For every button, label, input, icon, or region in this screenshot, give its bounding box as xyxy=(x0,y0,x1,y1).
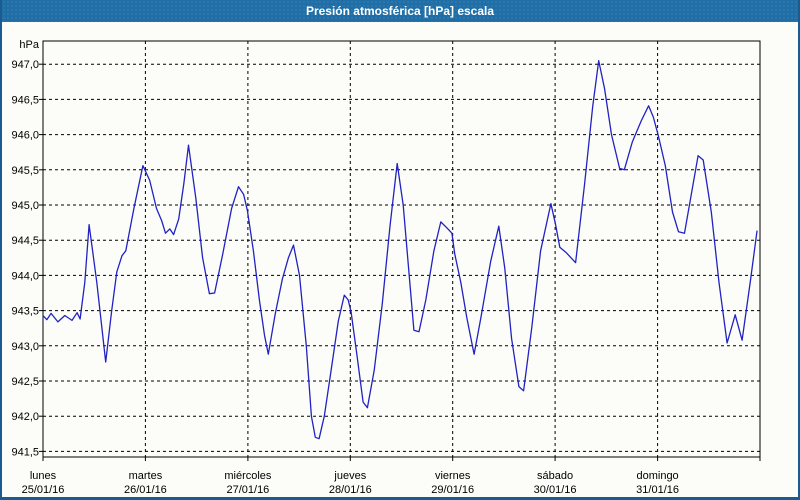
x-day-name: sábado xyxy=(537,470,573,482)
y-tick-label: 944,5 xyxy=(11,235,39,247)
x-day-date: 29/01/16 xyxy=(431,484,474,496)
y-tick-label: 945,0 xyxy=(11,200,39,212)
y-tick-label: 944,0 xyxy=(11,270,39,282)
x-day-name: martes xyxy=(129,470,163,482)
pressure-series-line xyxy=(42,60,758,440)
y-tick-label: 943,5 xyxy=(11,306,39,318)
x-day-date: 26/01/16 xyxy=(124,484,167,496)
x-day-name: jueves xyxy=(333,470,366,482)
x-day-name: domingo xyxy=(636,470,678,482)
title-bar: Presión atmosférica [hPa] escala xyxy=(2,0,798,22)
x-day-date: 28/01/16 xyxy=(329,484,372,496)
x-day-date: 27/01/16 xyxy=(226,484,269,496)
y-tick-label: 943,0 xyxy=(11,341,39,353)
x-day-name: lunes xyxy=(30,470,57,482)
y-tick-label: 942,5 xyxy=(11,376,39,388)
y-tick-label: 942,0 xyxy=(11,411,39,423)
y-tick-label: 941,5 xyxy=(11,446,39,458)
x-day-name: viernes xyxy=(435,470,471,482)
x-day-name: miércoles xyxy=(224,470,272,482)
y-tick-label: 946,5 xyxy=(11,94,39,106)
x-day-date: 25/01/16 xyxy=(22,484,65,496)
y-tick-label: 945,5 xyxy=(11,165,39,177)
y-axis-unit: hPa xyxy=(19,39,39,51)
x-day-date: 30/01/16 xyxy=(534,484,577,496)
chart-title: Presión atmosférica [hPa] escala xyxy=(305,4,495,18)
y-tick-label: 947,0 xyxy=(11,59,39,71)
x-day-date: 31/01/16 xyxy=(636,484,679,496)
y-tick-label: 946,0 xyxy=(11,130,39,142)
